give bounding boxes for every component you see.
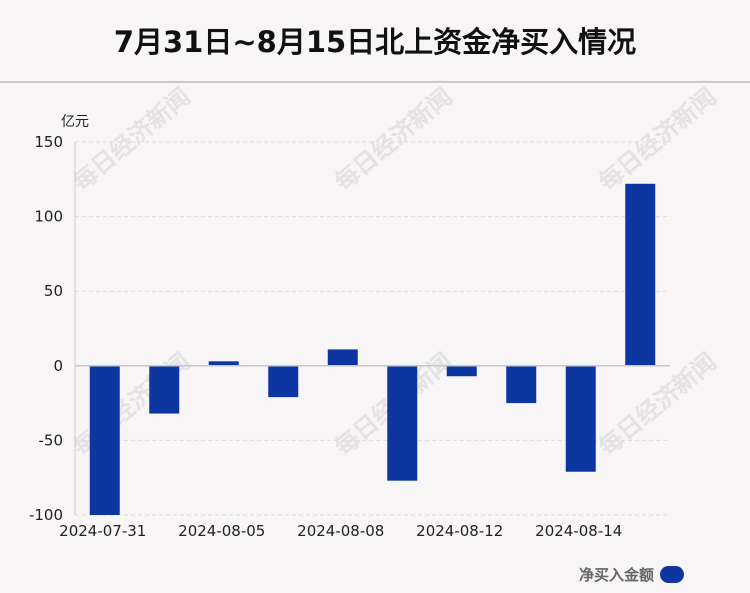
bar	[208, 361, 239, 366]
bar	[565, 365, 596, 472]
legend: 净买入金额	[579, 564, 684, 585]
bar	[506, 365, 537, 404]
bar	[149, 365, 180, 414]
y-tick-label: -50	[39, 431, 64, 449]
x-tick-label: 2024-07-31	[59, 522, 146, 540]
y-tick-label: 100	[34, 208, 63, 226]
legend-swatch	[660, 566, 684, 583]
title-divider	[0, 81, 750, 83]
x-tick-label: 2024-08-14	[535, 522, 622, 540]
bar	[89, 365, 120, 515]
chart-title: 7月31日~8月15日北上资金净买入情况	[113, 25, 637, 59]
y-tick-label: -100	[29, 506, 63, 524]
bar	[625, 183, 656, 366]
y-tick-label: 150	[34, 133, 63, 151]
legend-label: 净买入金额	[578, 566, 654, 584]
bar	[327, 349, 358, 366]
x-tick-label: 2024-08-12	[416, 522, 503, 540]
y-tick-label: 0	[53, 357, 63, 375]
bar	[446, 365, 477, 377]
x-tick-label: 2024-08-05	[178, 522, 265, 540]
bar	[387, 365, 418, 481]
x-tick-label: 2024-08-08	[297, 522, 384, 540]
y-tick-label: 50	[44, 282, 63, 300]
bar	[268, 365, 299, 398]
y-axis-unit: 亿元	[61, 114, 89, 130]
